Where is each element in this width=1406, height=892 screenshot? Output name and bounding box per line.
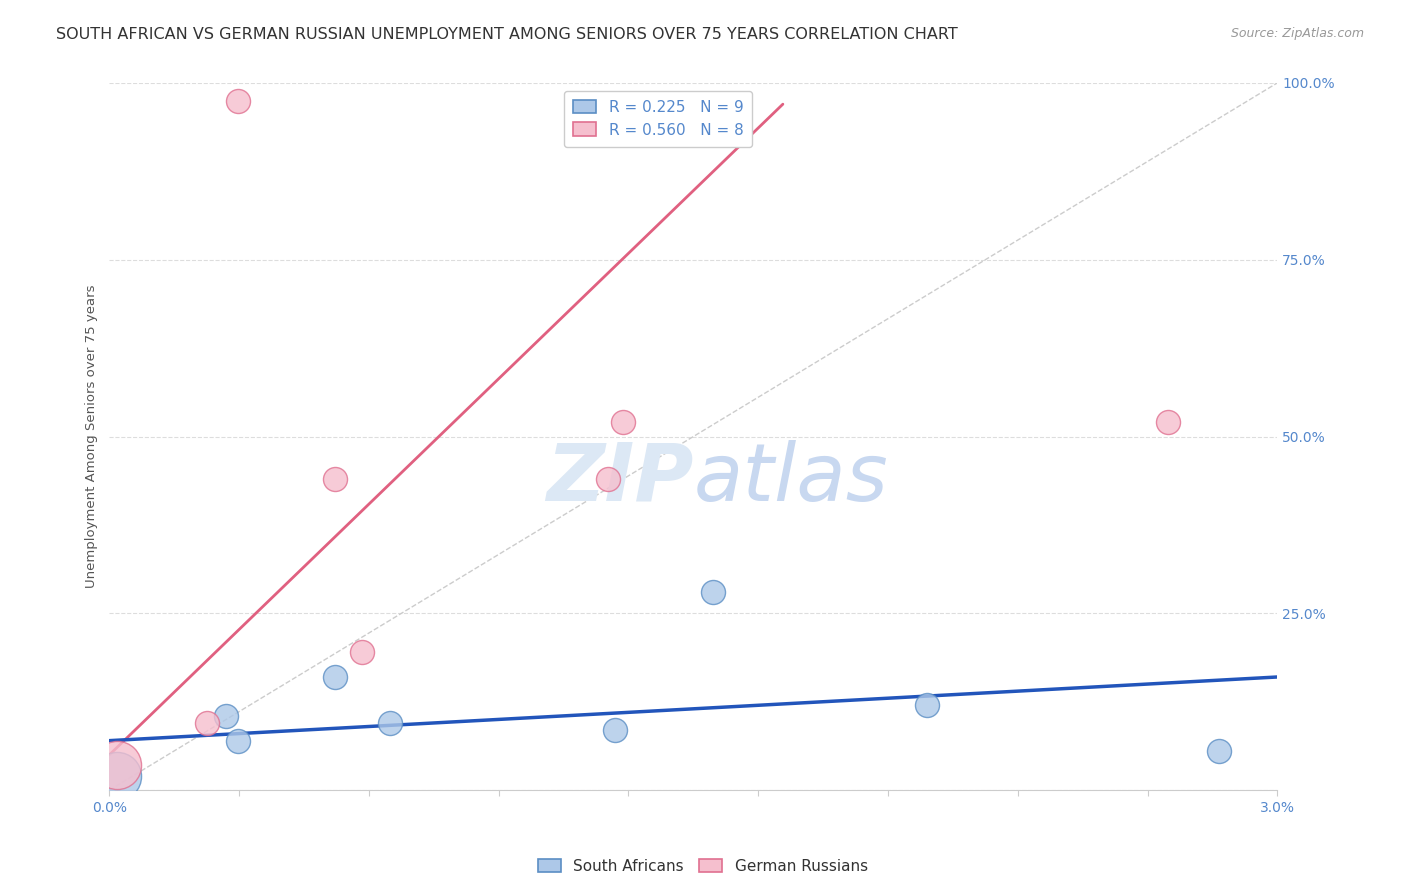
Point bbox=[1208, 744, 1230, 758]
Point bbox=[215, 709, 238, 723]
Point bbox=[195, 715, 218, 730]
Point bbox=[915, 698, 938, 713]
Legend: R = 0.225   N = 9, R = 0.560   N = 8: R = 0.225 N = 9, R = 0.560 N = 8 bbox=[564, 91, 752, 146]
Point bbox=[226, 94, 249, 108]
Point bbox=[1157, 416, 1180, 430]
Point bbox=[596, 472, 619, 486]
Point bbox=[378, 715, 401, 730]
Point bbox=[323, 472, 346, 486]
Y-axis label: Unemployment Among Seniors over 75 years: Unemployment Among Seniors over 75 years bbox=[86, 285, 98, 589]
Point bbox=[352, 645, 374, 659]
Text: Source: ZipAtlas.com: Source: ZipAtlas.com bbox=[1230, 27, 1364, 40]
Point bbox=[105, 769, 128, 783]
Text: atlas: atlas bbox=[693, 440, 889, 518]
Legend: South Africans, German Russians: South Africans, German Russians bbox=[533, 853, 873, 880]
Point bbox=[323, 670, 346, 684]
Point bbox=[605, 723, 627, 737]
Text: ZIP: ZIP bbox=[546, 440, 693, 518]
Point bbox=[105, 758, 128, 772]
Point bbox=[612, 416, 634, 430]
Point bbox=[702, 585, 724, 599]
Text: SOUTH AFRICAN VS GERMAN RUSSIAN UNEMPLOYMENT AMONG SENIORS OVER 75 YEARS CORRELA: SOUTH AFRICAN VS GERMAN RUSSIAN UNEMPLOY… bbox=[56, 27, 957, 42]
Point bbox=[226, 733, 249, 747]
